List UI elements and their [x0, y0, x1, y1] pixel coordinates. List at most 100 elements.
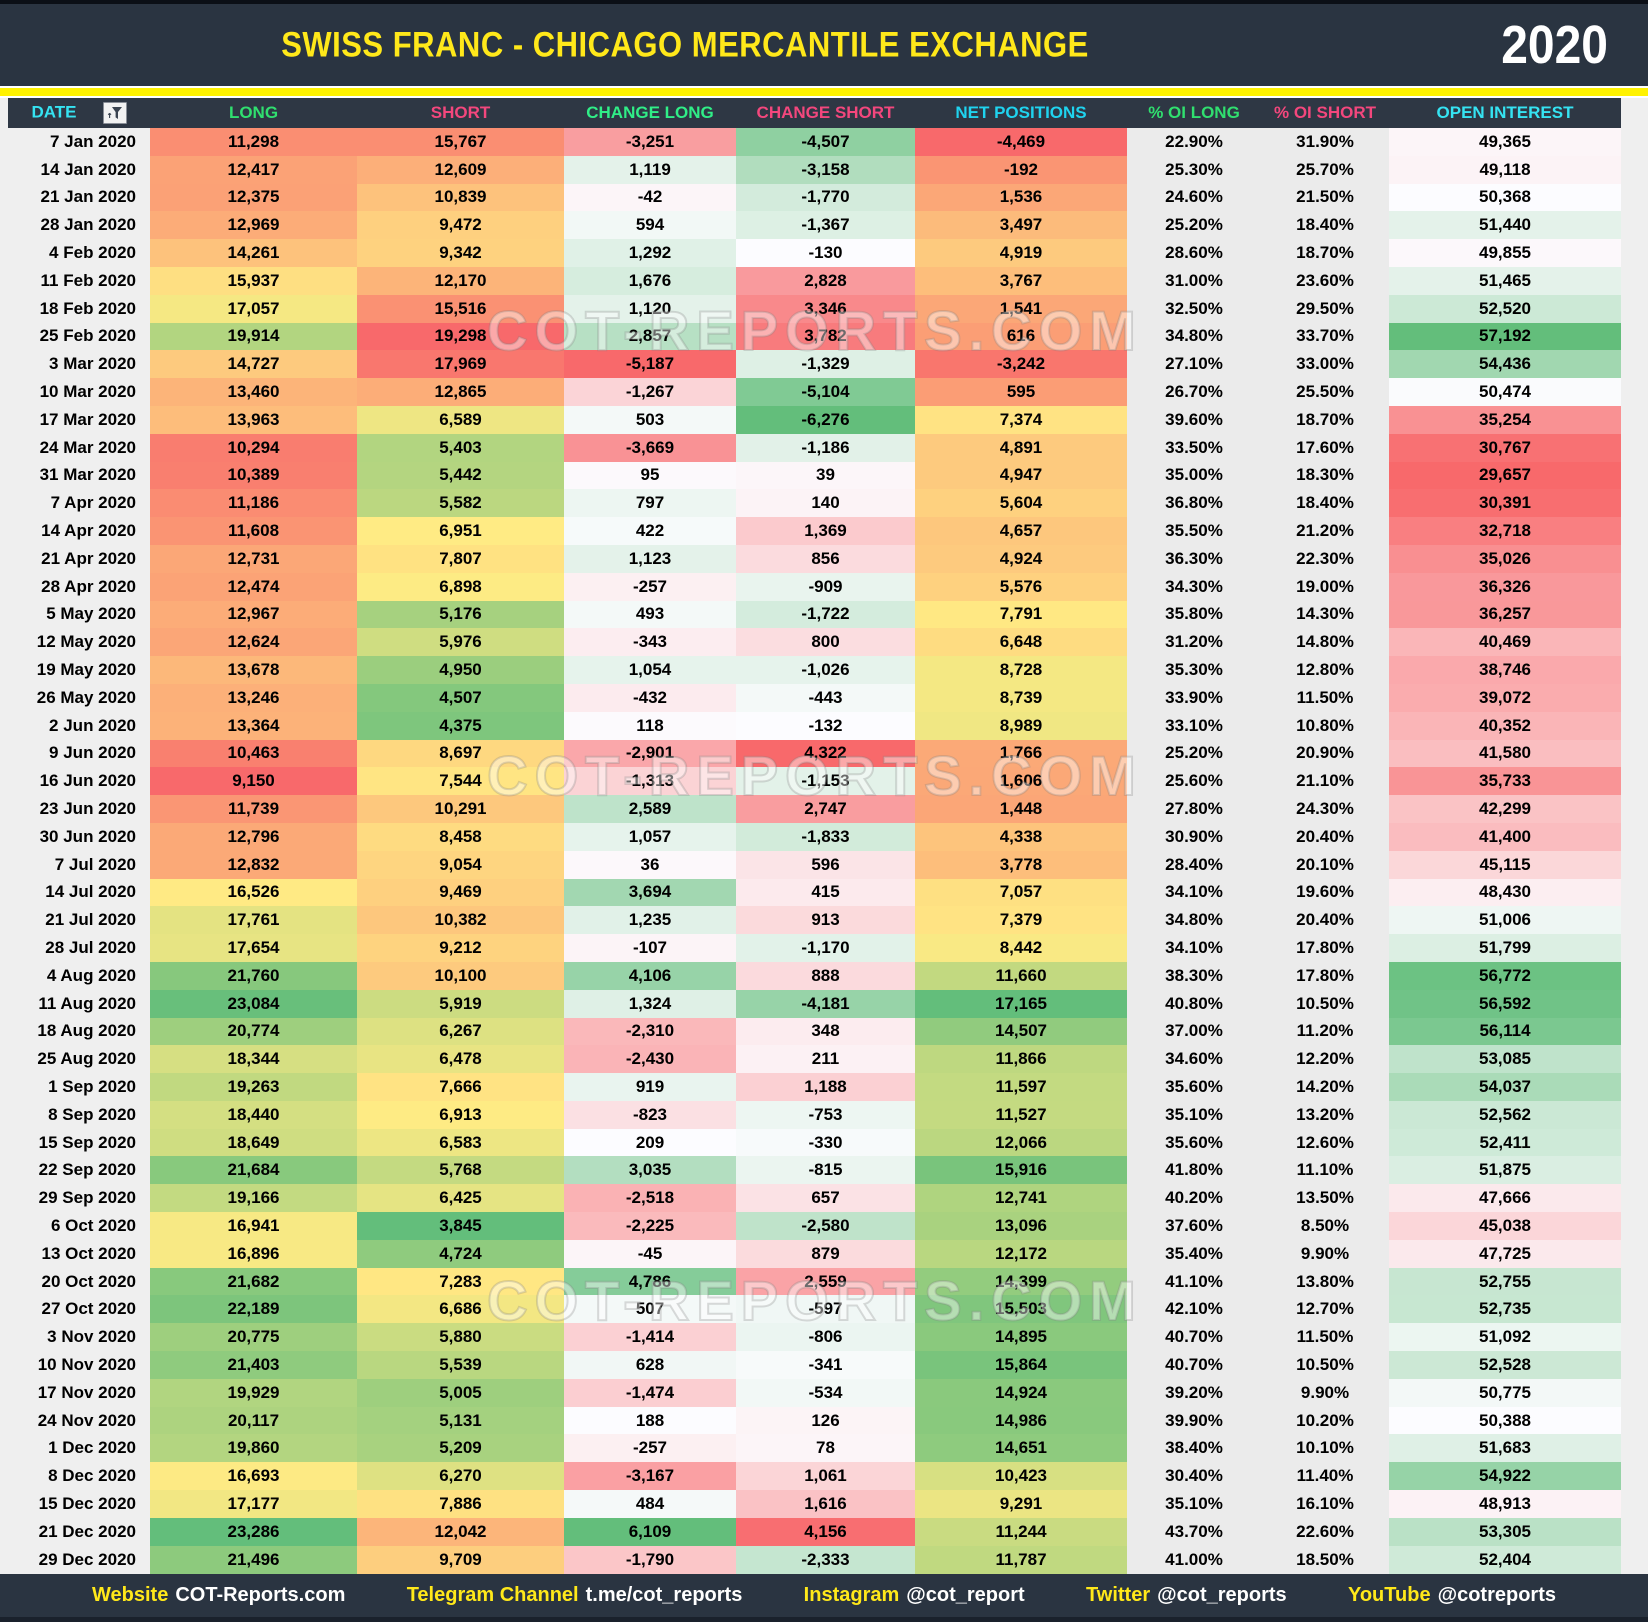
column-header-row: DATE LONG SHORT CHANGE LONG CHANGE SHORT NET … — [8, 98, 1621, 128]
cell-open_interest: 57,192 — [1389, 322, 1621, 351]
cell-date: 3 Nov 2020 — [8, 1323, 150, 1352]
cell-date: 18 Feb 2020 — [8, 294, 150, 323]
cell-change_short: 415 — [736, 878, 915, 907]
cell-pct_oi_short: 11.50% — [1261, 683, 1389, 712]
cell-pct_oi_short: 8.50% — [1261, 1212, 1389, 1240]
cell-net_positions: 13,096 — [915, 1212, 1127, 1240]
cell-net_positions: 12,066 — [915, 1128, 1127, 1157]
table-row: 21 Jul 2020 17,761 10,382 1,235 913 7,379 34.8… — [8, 906, 1621, 935]
cell-date: 15 Dec 2020 — [8, 1490, 150, 1518]
cell-change_long: -42 — [564, 183, 736, 212]
cell-short: 10,839 — [357, 183, 564, 212]
cell-open_interest: 53,085 — [1389, 1045, 1621, 1074]
cell-change_long: 422 — [564, 517, 736, 545]
cell-short: 12,865 — [357, 378, 564, 406]
cell-long: 19,263 — [150, 1073, 357, 1101]
cell-open_interest: 35,254 — [1389, 405, 1621, 434]
cell-open_interest: 36,326 — [1389, 572, 1621, 601]
cell-long: 19,166 — [150, 1184, 357, 1213]
footer-instagram-label: Instagram — [803, 1584, 900, 1606]
cell-pct_oi_short: 10.50% — [1261, 989, 1389, 1018]
cell-short: 5,176 — [357, 600, 564, 629]
cell-pct_oi_long: 35.10% — [1127, 1100, 1261, 1129]
cell-change_short: 348 — [736, 1017, 915, 1046]
cell-short: 17,969 — [357, 350, 564, 379]
cell-change_long: -432 — [564, 683, 736, 712]
cell-short: 15,516 — [357, 294, 564, 323]
cell-short: 4,724 — [357, 1239, 564, 1268]
cell-long: 21,403 — [150, 1351, 357, 1379]
cell-short: 10,382 — [357, 906, 564, 935]
cell-open_interest: 56,772 — [1389, 961, 1621, 990]
cell-date: 3 Mar 2020 — [8, 350, 150, 379]
cell-pct_oi_long: 42.10% — [1127, 1295, 1261, 1324]
cell-pct_oi_short: 11.50% — [1261, 1323, 1389, 1352]
header-divider — [0, 86, 1648, 98]
cell-change_short: -1,722 — [736, 600, 915, 629]
cell-pct_oi_long: 27.80% — [1127, 795, 1261, 823]
cell-open_interest: 50,474 — [1389, 378, 1621, 406]
cell-pct_oi_short: 12.80% — [1261, 656, 1389, 684]
cell-long: 21,682 — [150, 1267, 357, 1296]
column-header-net_positions: NET POSITIONS — [915, 98, 1127, 128]
cell-short: 6,583 — [357, 1128, 564, 1157]
cell-date: 26 May 2020 — [8, 683, 150, 712]
cell-open_interest: 50,775 — [1389, 1378, 1621, 1407]
table-row: 13 Oct 2020 16,896 4,724 -45 879 12,172 35.40%… — [8, 1239, 1621, 1268]
cell-net_positions: 8,442 — [915, 934, 1127, 962]
cell-date: 14 Jul 2020 — [8, 878, 150, 907]
table-row: 10 Mar 2020 13,460 12,865 -1,267 -5,104 595 26… — [8, 378, 1621, 406]
cell-net_positions: 4,657 — [915, 517, 1127, 545]
cell-change_long: 95 — [564, 461, 736, 490]
table-row: 14 Apr 2020 11,608 6,951 422 1,369 4,657 35.50… — [8, 517, 1621, 545]
cell-pct_oi_short: 19.60% — [1261, 878, 1389, 907]
cell-pct_oi_short: 13.20% — [1261, 1100, 1389, 1129]
cell-date: 23 Jun 2020 — [8, 795, 150, 823]
cell-open_interest: 50,388 — [1389, 1406, 1621, 1435]
cell-change_long: -2,225 — [564, 1212, 736, 1240]
cell-net_positions: 15,503 — [915, 1295, 1127, 1324]
cell-short: 4,375 — [357, 711, 564, 740]
cell-change_long: 1,676 — [564, 266, 736, 295]
filter-icon[interactable] — [102, 102, 127, 124]
column-header-date: DATE — [8, 98, 150, 128]
cell-change_short: 879 — [736, 1239, 915, 1268]
cell-change_long: -1,313 — [564, 767, 736, 796]
cell-short: 6,425 — [357, 1184, 564, 1213]
cell-date: 4 Feb 2020 — [8, 239, 150, 267]
cell-pct_oi_long: 28.40% — [1127, 850, 1261, 879]
cell-change_short: 2,559 — [736, 1267, 915, 1296]
cell-pct_oi_long: 33.50% — [1127, 433, 1261, 462]
cell-pct_oi_long: 30.90% — [1127, 822, 1261, 851]
cell-net_positions: 4,338 — [915, 822, 1127, 851]
table-row: 3 Nov 2020 20,775 5,880 -1,414 -806 14,895 40.… — [8, 1323, 1621, 1352]
cell-change_long: 507 — [564, 1295, 736, 1324]
cell-long: 18,649 — [150, 1128, 357, 1157]
cell-short: 5,131 — [357, 1406, 564, 1435]
cell-pct_oi_long: 25.20% — [1127, 211, 1261, 240]
footer-telegram-label: Telegram Channel — [406, 1584, 579, 1606]
cell-change_long: 628 — [564, 1351, 736, 1379]
footer-twitter-label: Twitter — [1086, 1584, 1151, 1606]
cell-open_interest: 39,072 — [1389, 683, 1621, 712]
cell-change_long: 1,057 — [564, 822, 736, 851]
cell-net_positions: 11,866 — [915, 1045, 1127, 1074]
cell-net_positions: 14,507 — [915, 1017, 1127, 1046]
cell-change_long: -1,414 — [564, 1323, 736, 1352]
table-row: 8 Dec 2020 16,693 6,270 -3,167 1,061 10,423 30… — [8, 1462, 1621, 1491]
cell-date: 28 Apr 2020 — [8, 572, 150, 601]
cell-short: 7,544 — [357, 767, 564, 796]
cell-long: 18,344 — [150, 1045, 357, 1074]
cell-pct_oi_long: 35.50% — [1127, 517, 1261, 545]
cell-open_interest: 51,092 — [1389, 1323, 1621, 1352]
cell-long: 12,832 — [150, 850, 357, 879]
cell-long: 23,084 — [150, 989, 357, 1018]
cell-pct_oi_short: 18.40% — [1261, 489, 1389, 518]
cell-open_interest: 45,038 — [1389, 1212, 1621, 1240]
cell-change_long: 6,109 — [564, 1517, 736, 1546]
cell-long: 11,739 — [150, 795, 357, 823]
cell-long: 17,177 — [150, 1490, 357, 1518]
cell-change_long: 4,106 — [564, 961, 736, 990]
cell-change_short: -2,333 — [736, 1545, 915, 1574]
cell-date: 18 Aug 2020 — [8, 1017, 150, 1046]
